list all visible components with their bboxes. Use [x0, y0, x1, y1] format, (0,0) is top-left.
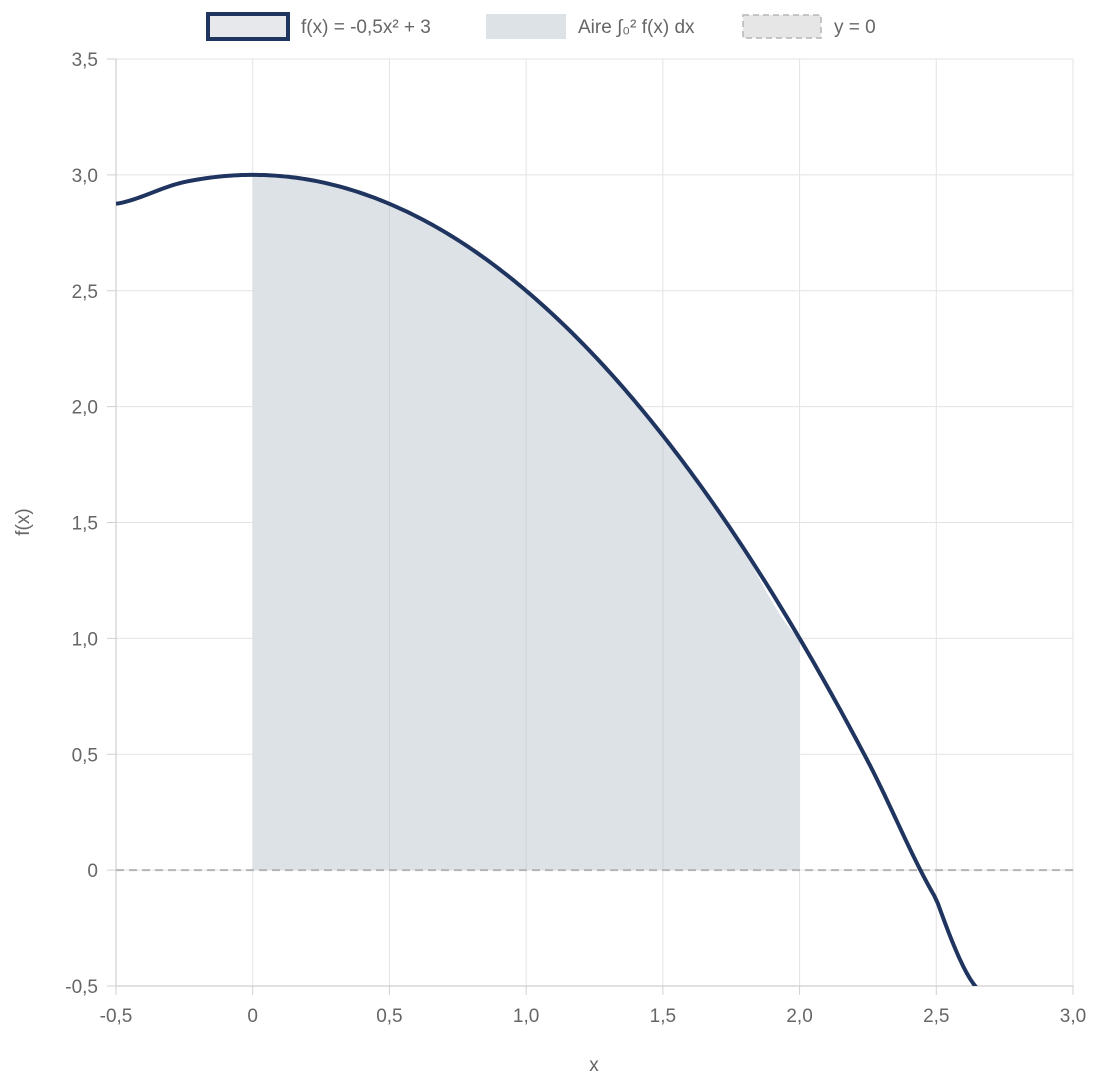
y-tick-label: 0,5: [72, 745, 98, 766]
y-tick-label: 1,5: [72, 514, 98, 535]
x-tick-label: 1,5: [650, 1006, 676, 1027]
y-tick-label: 0: [87, 861, 98, 882]
legend-swatch-zero-line: [742, 14, 822, 39]
y-tick-label: -0,5: [65, 977, 98, 998]
legend-item-curve[interactable]: f(x) = -0,5x² + 3: [206, 12, 431, 41]
y-axis-title: f(x): [13, 508, 34, 535]
legend-swatch-area: [486, 14, 566, 39]
legend-label-zero-line: y = 0: [834, 17, 876, 38]
area-layer: [252, 174, 800, 871]
legend: f(x) = -0,5x² + 3 Aire ∫₀² f(x) dx y = 0: [206, 12, 876, 41]
y-tick-label: 1,0: [72, 629, 98, 650]
curve-line: [116, 172, 978, 986]
curve-layer: [116, 172, 978, 986]
x-tick-label: 1,0: [513, 1006, 539, 1027]
legend-swatch-curve: [206, 12, 290, 41]
x-tick-label: 2,0: [786, 1006, 812, 1027]
legend-item-zero-line[interactable]: y = 0: [742, 14, 876, 39]
x-tick-label: 0: [247, 1006, 258, 1027]
y-tick-label: 3,0: [72, 166, 98, 187]
legend-item-area[interactable]: Aire ∫₀² f(x) dx: [486, 14, 695, 39]
x-tick-label: 2,5: [923, 1006, 949, 1027]
legend-label-curve: f(x) = -0,5x² + 3: [301, 17, 431, 38]
y-tick-label: 2,0: [72, 398, 98, 419]
y-tick-label: 3,5: [72, 50, 98, 71]
x-tick-label: 3,0: [1060, 1006, 1086, 1027]
axes: [107, 58, 1074, 995]
tick-labels: -0,5 0 0,5 1,0 1,5 2,0 2,5 3,0 -0,5 0 0,5 1,0 1,5 2,0…: [65, 50, 1086, 1027]
x-axis-title: x: [589, 1055, 599, 1075]
x-tick-label: 0,5: [376, 1006, 402, 1027]
y-tick-label: 2,5: [72, 282, 98, 303]
x-tick-label: -0,5: [100, 1006, 133, 1027]
legend-label-area: Aire ∫₀² f(x) dx: [578, 17, 695, 38]
